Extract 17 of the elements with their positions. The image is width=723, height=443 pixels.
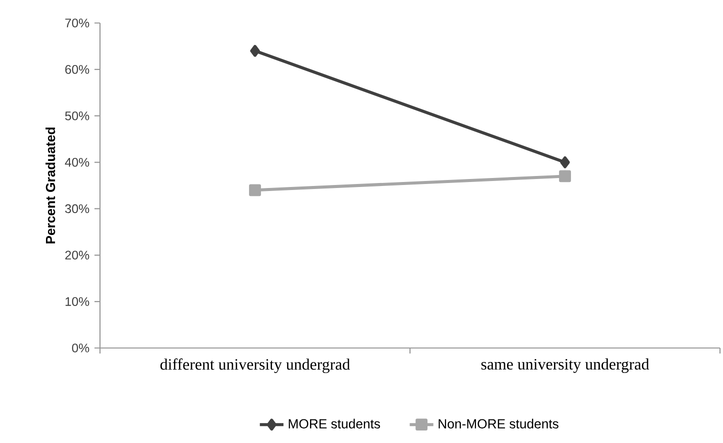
legend-label: Non-MORE students — [438, 418, 558, 428]
y-tick-label: 10% — [66, 297, 90, 306]
x-tick-label: same university undergrad — [481, 358, 650, 373]
point — [559, 170, 571, 182]
y-tick-label: 50% — [65, 111, 90, 120]
y-tick-label: 0% — [72, 344, 90, 352]
y-tick-label: 30% — [65, 204, 90, 214]
x-tick-label: different university undergrad — [160, 358, 350, 374]
point — [560, 156, 570, 168]
y-tick-label: 70% — [65, 18, 90, 28]
legend-label: MORE students — [288, 418, 380, 428]
y-axis-title: Percent Graduated — [45, 128, 56, 244]
y-tick-label: 60% — [65, 65, 90, 74]
y-tick-label: 20% — [65, 250, 90, 260]
y-tick-label: 40% — [64, 158, 90, 167]
point — [250, 44, 260, 57]
point — [249, 184, 261, 196]
